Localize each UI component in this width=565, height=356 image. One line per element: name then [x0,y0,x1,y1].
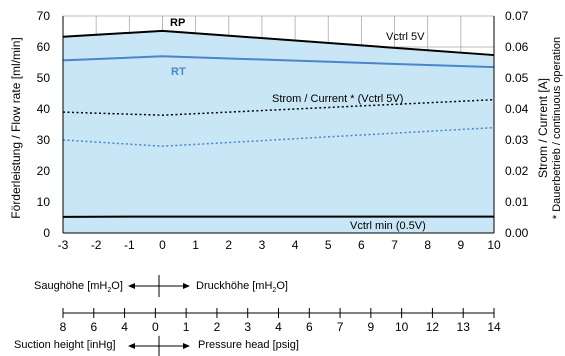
plot-fill-area [63,30,494,233]
imperial-arrow-left-head [128,343,135,349]
y2-tick-label: 0.05 [505,71,529,85]
annotation-vctrl-min: Vctrl min (0.5V) [350,220,426,232]
x-tick-label: 8 [424,238,431,252]
y2-axis-note: * Dauerbetrieb / continuous operation [551,37,563,219]
x-tick-label: -3 [58,238,69,252]
pressure-head-mh2o-label: Druckhöhe [mH2O] [196,280,288,294]
imperial-tick-label: 6 [306,320,313,334]
imperial-tick-label: 12 [426,320,440,334]
y-tick-label: 60 [37,40,51,54]
imperial-scale-axis: 8 6 4 0 1 2 3 4 6 7 9 10 12 13 14 [60,308,501,334]
y-axis-label: Förderleistung / Flow rate [ml/min] [9,37,23,218]
x-tick-label: 10 [487,238,501,252]
x-tick-label: 7 [391,238,398,252]
y-tick-label: 70 [37,9,51,23]
y-tick-label: 0 [43,226,50,240]
y-tick-label: 10 [37,195,51,209]
y2-axis-label: Strom / Current [A] [536,78,550,178]
imperial-arrow-right-head [183,343,190,349]
series-line [62,98,495,116]
x-tick-label: 4 [292,238,299,252]
imperial-tick-label: 14 [487,320,501,334]
imperial-tick-label: 2 [214,320,221,334]
y2-tick-label: 0.00 [505,226,529,240]
x-tick-label: 1 [192,238,199,252]
head-scale-imperial: 8 6 4 0 1 2 3 4 6 7 9 10 12 13 14 Suction height [inHg… [14,308,501,356]
imperial-tick-label: 4 [275,320,282,334]
imperial-tick-label: 0 [152,320,159,334]
imperial-tick-label: 10 [395,320,409,334]
imperial-tick-label: 8 [60,320,67,334]
y2-tick-label: 0.06 [505,40,529,54]
head-scale-mh2o: Saughöhe [mH2O] Druckhöhe [mH2O] [34,275,288,297]
y-tick-label: 20 [37,164,51,178]
y2-tick-label: 0.03 [505,133,529,147]
imperial-tick-label: 9 [368,320,375,334]
head-arrow-right-head [183,283,190,289]
imperial-tick-label: 4 [121,320,128,334]
y-tick-label: 30 [37,133,51,147]
flow-envelope-fill [63,30,494,233]
series-lines [62,29,495,218]
imperial-tick-label: 3 [244,320,251,334]
annotation-current: Strom / Current * (Vctrl 5V) [272,93,403,105]
series-line [62,29,495,57]
x-tick-label: 5 [325,238,332,252]
suction-head-mh2o-label: Saughöhe [mH2O] [34,280,123,294]
y2-tick-label: 0.02 [505,164,529,178]
x-tick-label: -1 [124,238,135,252]
y-tick-label: 40 [37,102,51,116]
x-tick-label: 3 [259,238,266,252]
annotation-vctrl-5v: Vctrl 5V [386,31,425,43]
annotation-rp: RP [170,17,185,29]
axes [62,16,495,234]
imperial-tick-label: 1 [183,320,190,334]
imperial-tick-label: 13 [457,320,471,334]
x-tick-label: 2 [225,238,232,252]
x-tick-label: 0 [159,238,166,252]
x-tick-label: -2 [91,238,102,252]
y-tick-label: 50 [37,71,51,85]
x-tick-label: 6 [358,238,365,252]
y2-tick-label: 0.04 [505,102,529,116]
imperial-tick-label: 7 [337,320,344,334]
suction-head-inhg-label: Suction height [inHg] [14,339,116,351]
y2-tick-label: 0.01 [505,195,529,209]
x-tick-label: 9 [458,238,465,252]
series-line [62,126,495,147]
pressure-head-psig-label: Pressure head [psig] [198,339,299,351]
y2-tick-label: 0.07 [505,9,529,23]
head-arrow-left-head [128,283,135,289]
series-line [62,55,495,69]
annotation-rt: RT [171,66,186,78]
imperial-tick-label: 6 [90,320,97,334]
